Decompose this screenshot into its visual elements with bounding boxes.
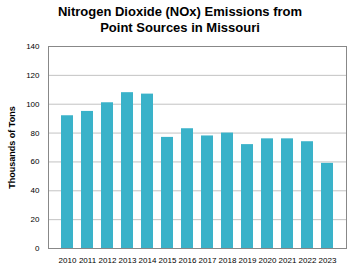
svg-text:2016: 2016 bbox=[179, 256, 197, 265]
svg-text:2014: 2014 bbox=[139, 256, 157, 265]
svg-text:2018: 2018 bbox=[219, 256, 237, 265]
svg-text:80: 80 bbox=[31, 129, 40, 138]
svg-text:40: 40 bbox=[31, 186, 40, 195]
svg-text:100: 100 bbox=[26, 100, 40, 109]
svg-text:2015: 2015 bbox=[159, 256, 177, 265]
svg-text:Thousands of Tons: Thousands of Tons bbox=[7, 106, 17, 188]
svg-text:2017: 2017 bbox=[199, 256, 217, 265]
svg-text:2021: 2021 bbox=[279, 256, 297, 265]
svg-text:2022: 2022 bbox=[299, 256, 317, 265]
svg-text:2013: 2013 bbox=[119, 256, 137, 265]
svg-text:2012: 2012 bbox=[99, 256, 117, 265]
html-text:Nitrogen Dioxide (NOx) Emissio: Nitrogen Dioxide (NOx) Emissions from Po… bbox=[57, 4, 303, 35]
svg-text:20: 20 bbox=[31, 215, 40, 224]
svg-text:2023: 2023 bbox=[319, 256, 337, 265]
svg-text:60: 60 bbox=[31, 157, 40, 166]
svg-text:2019: 2019 bbox=[239, 256, 257, 265]
svg-text:2010: 2010 bbox=[59, 256, 77, 265]
svg-text:2020: 2020 bbox=[259, 256, 277, 265]
svg-text:2011: 2011 bbox=[79, 256, 97, 265]
svg-text:0: 0 bbox=[35, 244, 40, 253]
svg-text:140: 140 bbox=[26, 42, 40, 51]
svg-text:120: 120 bbox=[26, 71, 40, 80]
